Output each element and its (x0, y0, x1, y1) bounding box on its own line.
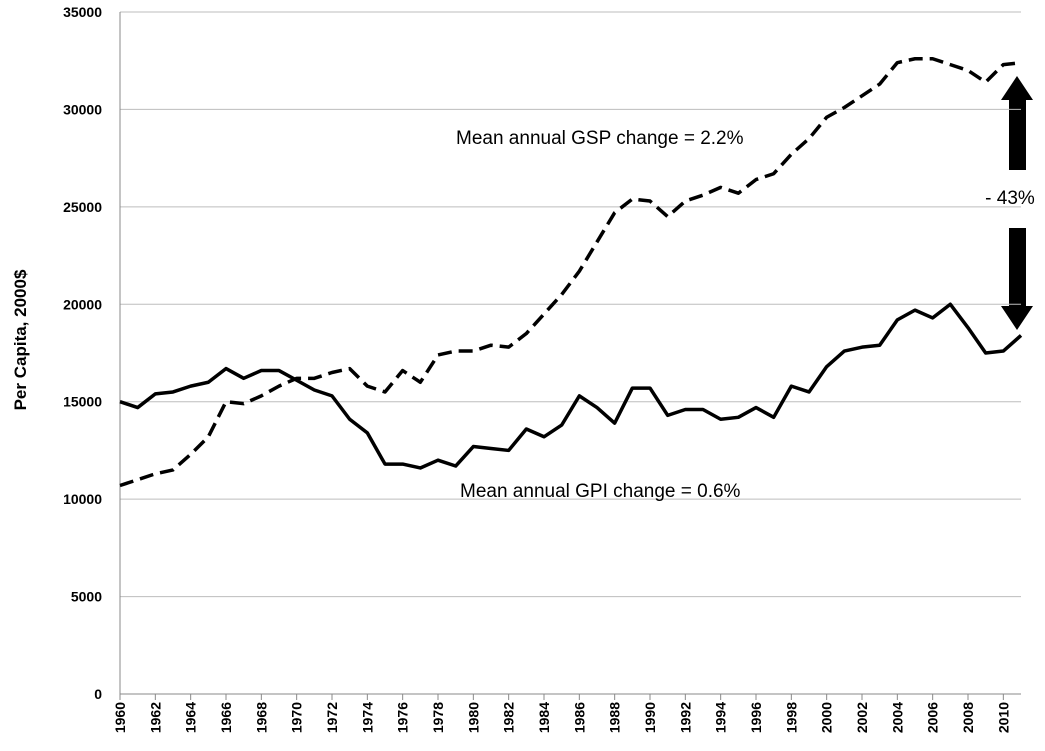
x-tick-label: 1996 (748, 702, 764, 733)
x-tick-label: 1994 (713, 702, 729, 733)
x-tick-label: 1974 (359, 702, 375, 733)
y-tick-label: 20000 (63, 296, 102, 312)
x-tick-label: 2002 (854, 702, 870, 733)
x-tick-label: 1980 (465, 702, 481, 733)
y-tick-label: 30000 (63, 101, 102, 117)
x-tick-label: 1992 (677, 702, 693, 733)
y-tick-label: 5000 (71, 589, 102, 605)
x-tick-label: 1990 (642, 702, 658, 733)
series-line (119, 302, 1023, 470)
x-tick-label: 1988 (607, 702, 623, 733)
y-axis-label: Per Capita, 2000$ (11, 269, 30, 410)
annotation: Mean annual GPI change = 0.6% (460, 481, 741, 502)
y-tick-label: 15000 (63, 394, 102, 410)
x-tick-label: 1970 (289, 702, 305, 733)
x-tick-label: 1972 (324, 702, 340, 733)
x-tick-label: 1976 (395, 702, 411, 733)
x-tick-label: 1978 (430, 702, 446, 733)
series-line (119, 57, 1022, 488)
annotation: - 43% (985, 188, 1035, 209)
y-tick-label: 10000 (63, 491, 102, 507)
x-tick-label: 2006 (925, 702, 941, 733)
x-tick-label: 2000 (819, 702, 835, 733)
arrow-down (1001, 228, 1033, 330)
x-tick-label: 1962 (147, 702, 163, 733)
x-tick-label: 1964 (183, 702, 199, 733)
x-tick-label: 2008 (960, 702, 976, 733)
x-tick-label: 1984 (536, 702, 552, 733)
x-tick-label: 2010 (995, 702, 1011, 733)
x-tick-label: 1968 (253, 702, 269, 733)
x-tick-label: 1966 (218, 702, 234, 733)
y-tick-label: 35000 (63, 4, 102, 20)
y-tick-label: 0 (94, 686, 102, 702)
x-tick-label: 2004 (889, 702, 905, 733)
x-tick-label: 1986 (571, 702, 587, 733)
y-tick-label: 25000 (63, 199, 102, 215)
x-tick-label: 1982 (501, 702, 517, 733)
annotation: Mean annual GSP change = 2.2% (456, 128, 744, 149)
x-tick-label: 1960 (112, 702, 128, 733)
arrow-up (1001, 76, 1033, 170)
x-tick-label: 1998 (783, 702, 799, 733)
